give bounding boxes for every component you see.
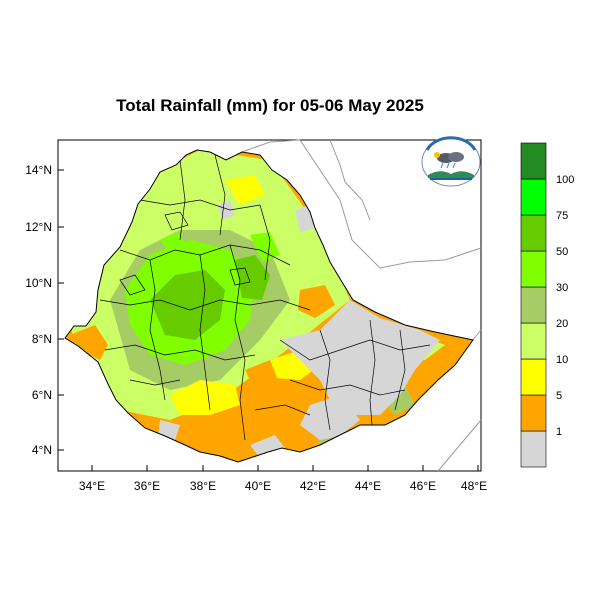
institute-logo [421, 136, 481, 187]
legend-label: 30 [556, 282, 568, 294]
lon-tick-label: 38°E [190, 479, 216, 493]
lon-tick-label: 46°E [410, 479, 436, 493]
legend-label: 50 [556, 246, 568, 258]
lat-tick-label: 12°N [25, 220, 52, 234]
country-outline [64, 149, 474, 463]
lon-tick-label: 44°E [355, 479, 381, 493]
legend-label: 75 [556, 210, 568, 222]
legend-label: 20 [556, 318, 568, 330]
neighbor-borders [241, 139, 482, 472]
lat-tick-label: 14°N [25, 163, 52, 177]
lon-tick-label: 40°E [245, 479, 271, 493]
legend-colorbar [520, 142, 547, 468]
legend-label: 1 [556, 426, 562, 438]
admin-boundaries [99, 154, 431, 441]
lat-tick-label: 8°N [32, 332, 52, 346]
lon-tick-label: 34°E [79, 479, 105, 493]
sun-icon [434, 152, 440, 158]
legend-swatch [520, 394, 547, 432]
legend-swatch [520, 250, 547, 288]
legend-label: 5 [556, 390, 562, 402]
lon-tick-label: 42°E [300, 479, 326, 493]
lon-tick-label: 36°E [134, 479, 160, 493]
axis-ticks [58, 169, 479, 471]
legend-swatch [520, 142, 547, 180]
lat-tick-label: 6°N [32, 388, 52, 402]
legend-swatch [520, 322, 547, 360]
lat-tick-label: 4°N [32, 443, 52, 457]
legend-swatch [520, 430, 547, 468]
lat-tick-label: 10°N [25, 276, 52, 290]
legend-swatch [520, 214, 547, 252]
legend-swatch [520, 358, 547, 396]
legend-label: 100 [556, 174, 574, 186]
map-title: Total Rainfall (mm) for 05-06 May 2025 [116, 96, 424, 115]
lon-tick-label: 48°E [461, 479, 487, 493]
legend-swatch [520, 178, 547, 216]
legend-label: 10 [556, 354, 568, 366]
legend-swatch [520, 286, 547, 324]
